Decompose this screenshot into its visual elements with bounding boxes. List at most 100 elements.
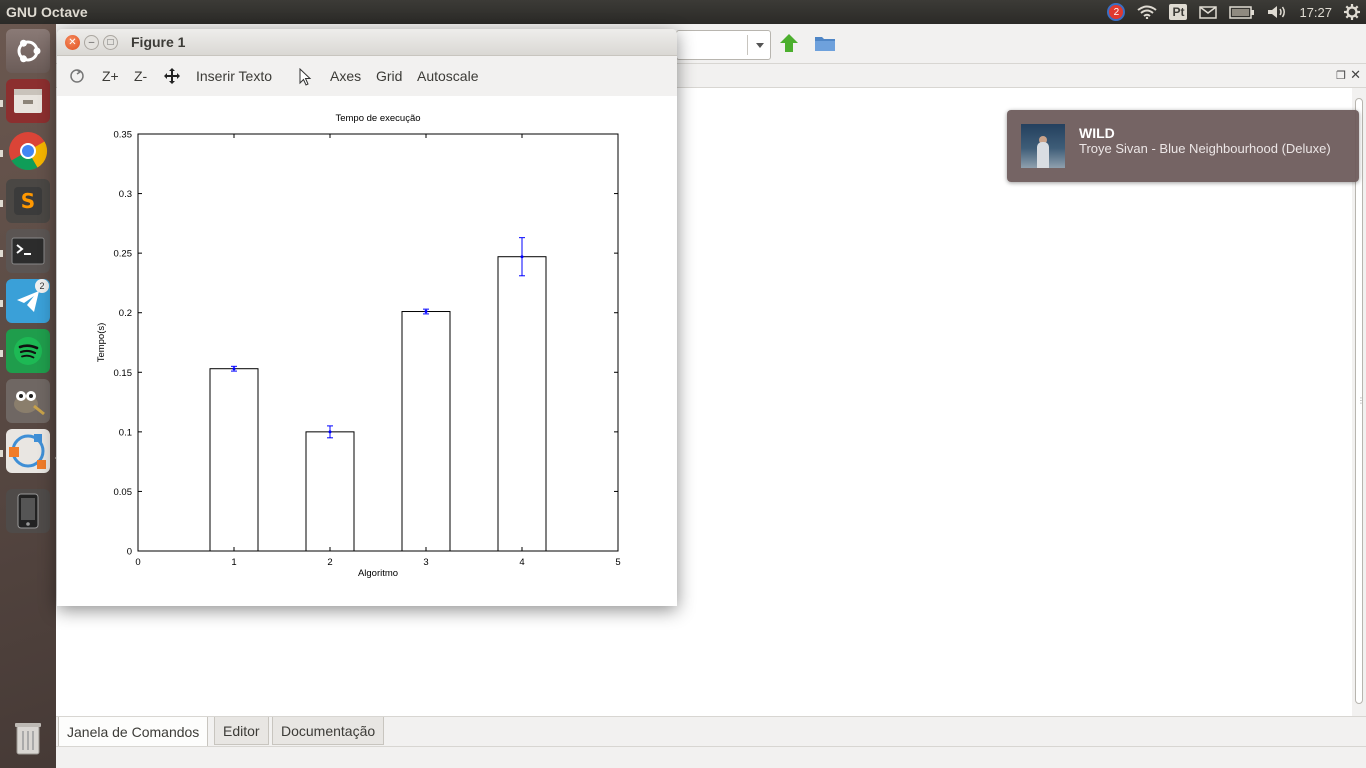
- chevron-down-icon[interactable]: [756, 43, 764, 48]
- telegram-icon[interactable]: 2: [6, 279, 50, 323]
- bar: [209, 368, 259, 552]
- bar-chart: 0 1 2 3 4 5 0 0.05 0.1 0.15 0.2 0.25 0.3 0.35 Tempo de…: [96, 113, 621, 579]
- telegram-badge: 2: [35, 279, 49, 293]
- telegram-running-indicator: [0, 300, 3, 307]
- error-bar-point: [520, 255, 524, 259]
- notification-body: Troye Sivan - Blue Neighbourhood (Deluxe…: [1079, 141, 1331, 156]
- autoscale-button[interactable]: Autoscale: [417, 68, 479, 84]
- chrome-icon[interactable]: [6, 129, 50, 173]
- music-notification: WILD Troye Sivan - Blue Neighbourhood (D…: [1007, 110, 1359, 182]
- files-icon[interactable]: [6, 79, 50, 123]
- album-art-head: [1039, 136, 1047, 144]
- phone-icon[interactable]: [6, 489, 50, 533]
- undock-icon[interactable]: ❐: [1336, 70, 1346, 82]
- x-tick-label: 5: [615, 557, 620, 568]
- zoom-out-button[interactable]: Z-: [134, 68, 148, 84]
- tab-command-window[interactable]: Janela de Comandos: [58, 717, 209, 747]
- terminal-running-indicator: [0, 250, 3, 257]
- spotify-icon[interactable]: [6, 329, 50, 373]
- gimp-icon[interactable]: [6, 379, 50, 423]
- notification-title: WILD: [1079, 125, 1115, 141]
- wifi-icon[interactable]: [1131, 0, 1163, 24]
- y-axis-label: Tempo(s): [96, 323, 107, 363]
- keyboard-layout-label: Pt: [1169, 4, 1188, 20]
- y-tick-label: 0.15: [114, 368, 133, 379]
- album-art: [1021, 124, 1065, 168]
- x-tick-label: 2: [327, 557, 332, 568]
- x-axis-label: Algoritmo: [358, 568, 398, 579]
- figure-titlebar: ✕ – □ Figure 1: [57, 29, 677, 56]
- launcher: S 2: [0, 24, 59, 768]
- notification-count-badge: 2: [1107, 3, 1126, 21]
- pan-icon[interactable]: [163, 67, 181, 88]
- scrollbar-track[interactable]: [1355, 98, 1363, 704]
- select-cursor-icon[interactable]: [298, 67, 312, 89]
- figure-toolbar: Z+ Z- Inserir Texto Axes Grid Autoscale: [57, 56, 677, 96]
- plot-area-frame: [137, 133, 619, 552]
- app-title: GNU Octave: [6, 4, 88, 20]
- chrome-running-indicator: [0, 150, 3, 157]
- status-bar: [56, 746, 1366, 768]
- error-bar-point: [424, 310, 428, 314]
- svg-text:S: S: [21, 189, 35, 213]
- ubuntu-dash-icon[interactable]: [6, 29, 50, 73]
- axes-button[interactable]: Axes: [330, 68, 362, 84]
- x-tick-label: 0: [135, 557, 140, 568]
- current-directory-combo[interactable]: [676, 30, 771, 60]
- insert-text-button[interactable]: Inserir Texto: [196, 68, 272, 84]
- tab-documentation[interactable]: Documentação: [272, 717, 385, 745]
- sublime-text-icon[interactable]: S: [6, 179, 50, 223]
- close-icon[interactable]: ✕: [65, 35, 80, 50]
- up-arrow-icon: [780, 34, 798, 52]
- scrollbar-grip[interactable]: ⋮: [1357, 396, 1365, 405]
- octave-running-indicator: [0, 450, 3, 457]
- x-tick-label: 3: [423, 557, 428, 568]
- bar: [497, 256, 547, 552]
- parent-directory-button[interactable]: [779, 33, 799, 58]
- top-panel: GNU Octave 2 Pt 17:27: [0, 0, 1366, 24]
- trash-icon[interactable]: [6, 716, 50, 760]
- x-tick-label: 4: [519, 557, 524, 568]
- keyboard-layout-indicator[interactable]: Pt: [1163, 0, 1193, 24]
- clock[interactable]: 17:27: [1299, 4, 1332, 20]
- spotify-running-indicator: [0, 350, 3, 357]
- bar: [305, 431, 355, 552]
- battery-icon[interactable]: [1223, 0, 1261, 24]
- command-window-scrollbar[interactable]: ⋮: [1352, 88, 1366, 716]
- y-tick-label: 0.2: [119, 308, 132, 319]
- chart-title: Tempo de execução: [335, 113, 420, 124]
- figure-window: ✕ – □ Figure 1 Z+ Z- Inserir Texto Axes …: [57, 29, 677, 606]
- maximize-icon[interactable]: □: [103, 35, 118, 50]
- error-bar-point: [232, 367, 236, 371]
- y-tick-label: 0.25: [114, 249, 133, 260]
- y-tick-label: 0: [127, 547, 132, 558]
- y-tick-label: 0.3: [119, 189, 132, 200]
- zoom-in-button[interactable]: Z+: [102, 68, 119, 84]
- x-tick-label: 1: [231, 557, 236, 568]
- y-tick-label: 0.1: [119, 427, 132, 438]
- folder-icon: [815, 37, 835, 51]
- y-tick-label: 0.35: [114, 130, 133, 141]
- notification-indicator[interactable]: 2: [1101, 0, 1131, 24]
- rotate-icon[interactable]: [69, 68, 85, 87]
- octave-icon[interactable]: [6, 429, 50, 473]
- figure-title: Figure 1: [131, 34, 186, 50]
- grid-button[interactable]: Grid: [376, 68, 403, 84]
- browse-directory-button[interactable]: [814, 34, 836, 57]
- combo-separator: [747, 35, 748, 55]
- sublime-running-indicator: [0, 200, 3, 207]
- album-art-figure: [1037, 142, 1049, 168]
- minimize-icon[interactable]: –: [84, 35, 99, 50]
- figure-canvas[interactable]: 0 1 2 3 4 5 0 0.05 0.1 0.15 0.2 0.25 0.3 0.35 Tempo de…: [57, 96, 677, 606]
- volume-icon[interactable]: [1261, 0, 1293, 24]
- tab-editor[interactable]: Editor: [214, 717, 269, 745]
- files-running-indicator: [0, 100, 3, 107]
- y-tick-label: 0.05: [114, 487, 133, 498]
- error-bar-point: [328, 430, 332, 434]
- terminal-icon[interactable]: [6, 229, 50, 273]
- bar: [401, 311, 451, 552]
- octave-tabbar: Janela de Comandos Editor Documentação: [56, 716, 1366, 747]
- close-icon[interactable]: ✕: [1350, 67, 1361, 82]
- mail-icon[interactable]: [1193, 0, 1223, 24]
- gear-icon[interactable]: [1338, 0, 1366, 24]
